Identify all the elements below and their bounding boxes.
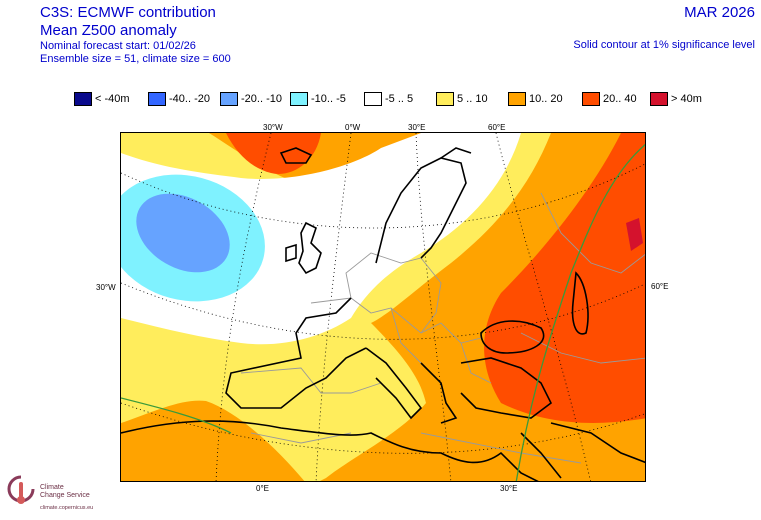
significance-contour bbox=[515, 143, 645, 481]
legend-swatch bbox=[364, 92, 382, 106]
map-svg bbox=[121, 133, 645, 481]
lon-label-60e: 60°E bbox=[488, 123, 506, 132]
logo-text-line1: Climate bbox=[40, 484, 64, 491]
lon-label-30e: 30°E bbox=[408, 123, 426, 132]
legend-item: 20.. 40 bbox=[582, 92, 637, 106]
legend-item: < -40m bbox=[74, 92, 130, 106]
legend-swatch bbox=[508, 92, 526, 106]
forecast-month: MAR 2026 bbox=[684, 4, 755, 21]
legend-swatch bbox=[290, 92, 308, 106]
lon-label-30w: 30°W bbox=[263, 123, 283, 132]
legend-item: -40.. -20 bbox=[148, 92, 210, 106]
title-line1: C3S: ECMWF contribution bbox=[40, 4, 216, 21]
graticule bbox=[121, 133, 645, 481]
legend-label: -10.. -5 bbox=[311, 93, 346, 105]
lat-label-right: 60°E bbox=[651, 282, 669, 291]
legend-item: -5 .. 5 bbox=[364, 92, 413, 106]
legend-label: 20.. 40 bbox=[603, 93, 637, 105]
coastlines bbox=[121, 147, 645, 481]
legend-swatch bbox=[650, 92, 668, 106]
legend-item: -20.. -10 bbox=[220, 92, 282, 106]
lon-label-bottom-0: 0°E bbox=[256, 484, 269, 493]
legend-item: 10.. 20 bbox=[508, 92, 563, 106]
forecast-start: Nominal forecast start: 01/02/26 bbox=[40, 40, 196, 52]
legend-item: 5 .. 10 bbox=[436, 92, 488, 106]
lat-label-left: 30°W bbox=[96, 283, 116, 292]
header-left: C3S: ECMWF contribution Mean Z500 anomal… bbox=[40, 4, 231, 66]
legend-label: 5 .. 10 bbox=[457, 93, 488, 105]
ensemble-size: Ensemble size = 51, climate size = 600 bbox=[40, 53, 231, 65]
climate-logo-icon bbox=[7, 475, 35, 504]
significance-contour-sw bbox=[121, 397, 232, 434]
legend-label: -40.. -20 bbox=[169, 93, 210, 105]
legend-label: 10.. 20 bbox=[529, 93, 563, 105]
legend-label: -20.. -10 bbox=[241, 93, 282, 105]
header-right: MAR 2026 Solid contour at 1% significanc… bbox=[573, 4, 755, 52]
logo-url: climate.copernicus.eu bbox=[40, 505, 94, 511]
legend-swatch bbox=[582, 92, 600, 106]
legend-label: -5 .. 5 bbox=[385, 93, 414, 105]
legend-item: > 40m bbox=[650, 92, 702, 106]
lon-label-0: 0°W bbox=[345, 123, 361, 132]
band-minus-20-10 bbox=[136, 193, 230, 273]
legend-swatch bbox=[436, 92, 454, 106]
legend-swatch bbox=[74, 92, 92, 106]
legend-item: -10.. -5 bbox=[290, 92, 346, 106]
legend-swatch bbox=[148, 92, 166, 106]
lon-label-bottom-30e: 30°E bbox=[500, 484, 518, 493]
significance-note: Solid contour at 1% significance level bbox=[573, 39, 755, 51]
title-line2: Mean Z500 anomaly bbox=[40, 22, 177, 39]
copernicus-logo: Climate Change Service climate.copernicu… bbox=[6, 474, 126, 516]
legend-label: > 40m bbox=[671, 93, 702, 105]
band-over-40 bbox=[626, 218, 643, 251]
legend-swatch bbox=[220, 92, 238, 106]
logo-text-line2: Change Service bbox=[40, 492, 90, 499]
legend-label: < -40m bbox=[95, 93, 130, 105]
anomaly-map bbox=[120, 132, 646, 482]
